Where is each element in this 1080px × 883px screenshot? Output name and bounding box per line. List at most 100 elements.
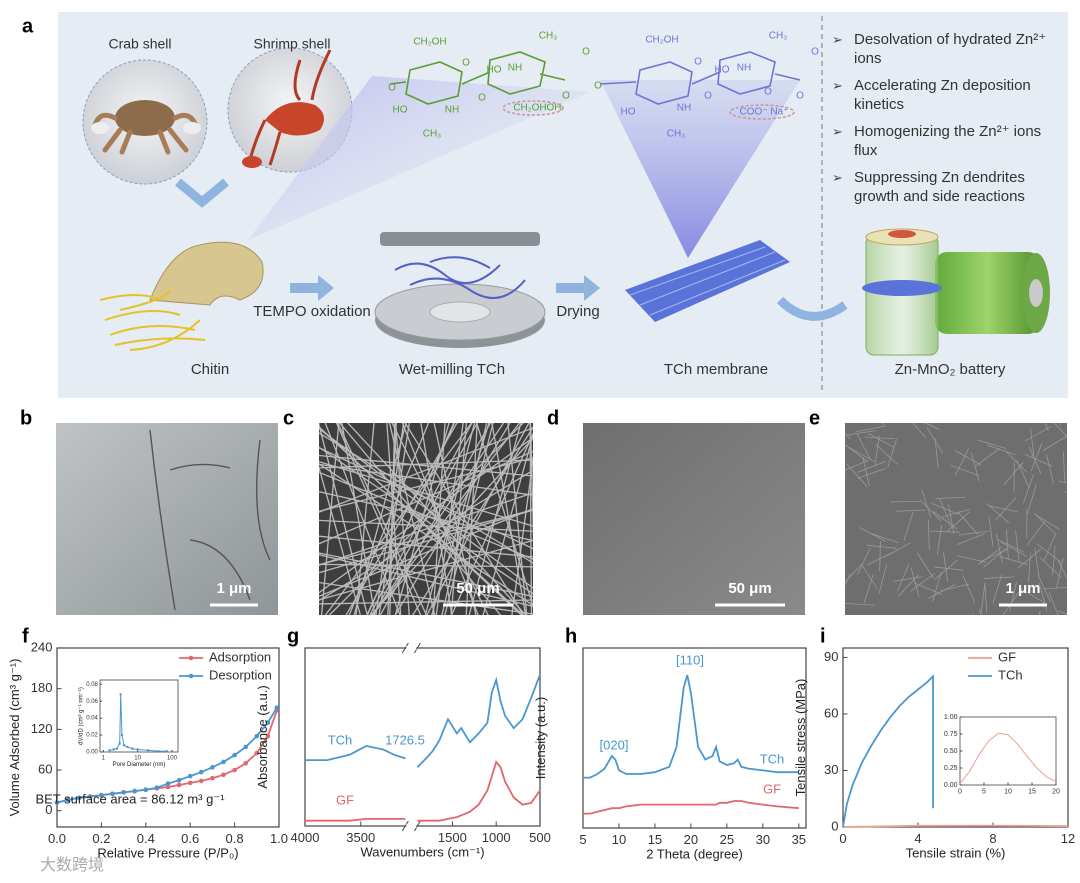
- x-tick-label: 100: [167, 755, 178, 761]
- fiber: [903, 511, 914, 541]
- series-line: [305, 674, 541, 768]
- fiber: [319, 465, 362, 615]
- fiber: [319, 563, 533, 568]
- x-tick-label: 0: [958, 788, 962, 795]
- chemical-label: O: [704, 91, 712, 102]
- fiber: [995, 533, 1003, 563]
- chemical-label: CH₃: [539, 31, 558, 42]
- decoration: [394, 256, 526, 299]
- fiber: [956, 533, 986, 546]
- fiber: [910, 567, 920, 597]
- fiber: [1060, 423, 1062, 426]
- fiber: [890, 501, 921, 503]
- fiber: [319, 457, 533, 512]
- fiber: [928, 584, 956, 599]
- y-tick-label: 60: [824, 705, 838, 720]
- x-axis-label: 2 Theta (degree): [646, 847, 743, 862]
- step-label: TCh membrane: [664, 361, 768, 378]
- legend-label: GF: [998, 649, 1016, 664]
- marker: [210, 775, 215, 781]
- fiber: [912, 421, 942, 422]
- marker: [154, 785, 160, 790]
- decoration: [729, 104, 795, 120]
- fiber: [921, 488, 932, 518]
- benefit-list: Desolvation of hydrated Zn²⁺ ions Accele…: [830, 30, 1062, 214]
- fiber: [957, 511, 979, 535]
- y-tick-label: 0.00: [944, 782, 958, 789]
- inset-background: [100, 680, 178, 752]
- y-tick-label: 0: [45, 802, 52, 817]
- x-tick-label: 4000: [291, 830, 320, 845]
- chevron: [175, 178, 229, 208]
- fiber: [863, 574, 874, 604]
- fiber: [917, 552, 934, 579]
- y-axis-label: Tensile stress (MPa): [793, 679, 808, 797]
- watermark: 大数跨境: [40, 855, 104, 874]
- x-tick-label: 1.0: [270, 831, 288, 846]
- marker: [176, 777, 182, 783]
- fibers: [300, 423, 560, 628]
- x-axis-label: Tensile strain (%): [906, 846, 1006, 861]
- marker: [112, 748, 115, 751]
- fiber: [319, 427, 533, 589]
- marker: [265, 720, 271, 725]
- y-tick-label: 240: [31, 639, 53, 654]
- marker: [54, 800, 60, 805]
- chemical-label: COO⁻ Na⁺: [740, 107, 789, 118]
- fiber: [983, 576, 1014, 579]
- fiber: [955, 448, 970, 476]
- fiber: [867, 432, 895, 448]
- marker: [99, 792, 104, 798]
- chemical-structure: [389, 51, 801, 120]
- panel-label: i: [820, 625, 826, 647]
- x-tick-label: 10: [1004, 788, 1012, 795]
- y-tick-label: 0.75: [944, 731, 958, 738]
- fiber: [972, 613, 974, 615]
- panel-label: d: [547, 407, 559, 429]
- x-tick-label: 35: [792, 832, 806, 847]
- annotation: [020]: [600, 737, 629, 752]
- y-axis-label: dV/dD (cm³ g⁻¹ nm⁻¹): [78, 687, 84, 745]
- fiber: [1044, 423, 1049, 431]
- fiber: [341, 423, 376, 615]
- marker: [243, 760, 248, 766]
- fiber: [1056, 558, 1064, 588]
- series-label: TCh: [328, 732, 353, 747]
- marker: [232, 767, 237, 773]
- fiber: [335, 423, 422, 615]
- y-axis-label: Absorbance (a.u.): [255, 685, 270, 788]
- scale-bar-label: 1 μm: [1005, 580, 1040, 597]
- series-label: GF: [763, 781, 781, 796]
- fiber: [300, 620, 560, 628]
- fiber: [930, 530, 961, 533]
- arrow: [556, 275, 600, 301]
- marker: [121, 790, 126, 795]
- fiber: [433, 423, 477, 615]
- decoration: [380, 232, 540, 246]
- series-line: [959, 732, 1057, 784]
- fiber: [932, 511, 958, 530]
- x-tick-label: 0.8: [226, 831, 244, 846]
- y-tick-label: 0.25: [944, 765, 958, 772]
- x-tick-label: 1500: [438, 830, 467, 845]
- fiber: [845, 479, 847, 481]
- y-axis-label: Intensity (a.u.): [533, 697, 548, 779]
- fiber: [529, 423, 533, 615]
- x-tick-label: 0.4: [137, 831, 155, 846]
- chemical-label: NH: [508, 63, 522, 74]
- y-tick-label: 0.04: [86, 716, 98, 722]
- chemical-label: CH₂OH: [513, 103, 546, 114]
- fiber: [978, 609, 982, 615]
- fiber: [845, 430, 876, 436]
- milling-illustration: [374, 232, 546, 348]
- fiber: [149, 429, 271, 611]
- marker: [132, 788, 137, 794]
- fiber: [319, 490, 533, 542]
- fiber: [319, 539, 533, 601]
- fiber: [975, 448, 1000, 467]
- fiber: [1005, 450, 1028, 473]
- decoration: [502, 100, 564, 116]
- chemical-label: OH: [547, 103, 562, 114]
- chemical-label: O: [694, 57, 702, 68]
- benefit: Accelerating Zn deposition kinetics: [830, 76, 1062, 114]
